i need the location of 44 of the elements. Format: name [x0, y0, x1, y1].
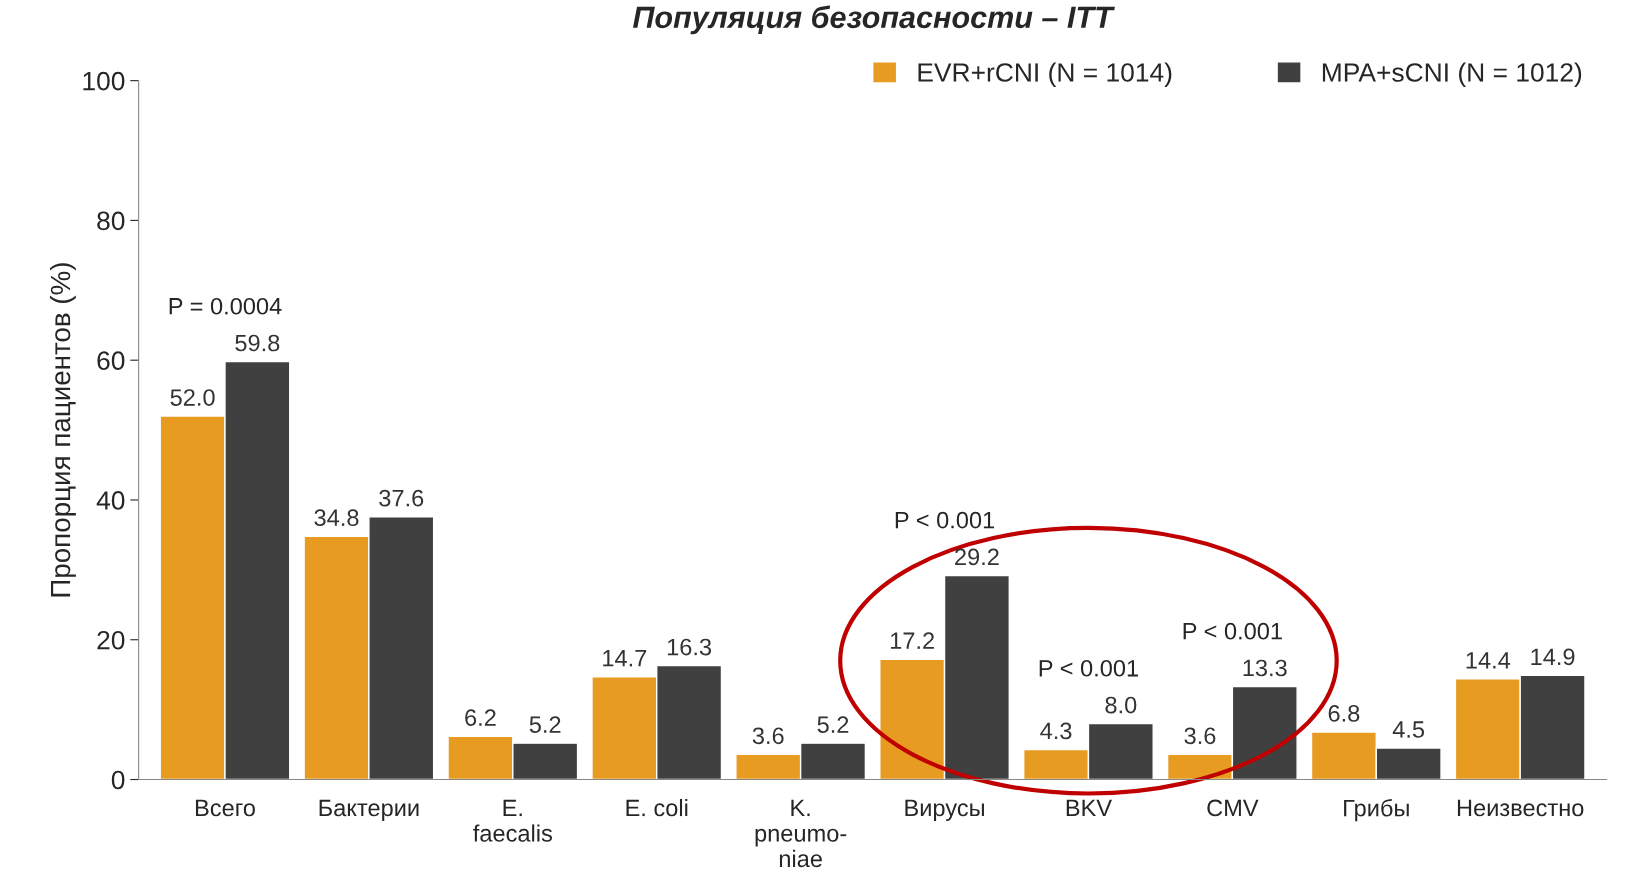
- x-tick-label: BKV: [1066, 799, 1112, 817]
- data-label: 14.4: [1466, 652, 1511, 669]
- legend-label: EVR+rCNI (N = 1014): [918, 62, 1172, 88]
- y-tick-label: 80: [97, 211, 125, 231]
- data-label: 8.0: [1105, 696, 1137, 714]
- x-tick-label: Неизвестно: [1457, 799, 1584, 817]
- data-label: 3.6: [752, 727, 784, 745]
- x-tick-label: E. faecalis: [473, 799, 552, 842]
- y-tick-label: 20: [97, 630, 125, 650]
- legend-label: MPA+sCNI (N = 1012): [1322, 62, 1582, 88]
- data-label: 14.9: [1531, 648, 1575, 666]
- y-tick-label: 40: [96, 491, 125, 510]
- annotation: P < 0.001: [1039, 659, 1138, 677]
- x-tick-label: Бактерии: [319, 799, 419, 821]
- data-label: 13.3: [1243, 659, 1287, 677]
- data-label: 34.8: [314, 509, 359, 527]
- data-label: 52.0: [170, 389, 215, 406]
- data-label: 59.8: [235, 334, 280, 352]
- data-label: 3.6: [1184, 727, 1216, 745]
- data-label: 6.8: [1328, 705, 1360, 722]
- y-axis-title: Пропорция пациентов (%): [49, 263, 76, 597]
- data-label: 14.7: [603, 650, 647, 667]
- annotation: P < 0.001: [895, 511, 995, 529]
- data-label: 16.3: [667, 638, 712, 656]
- x-tick-label: Вирусы: [905, 799, 984, 821]
- data-label: 6.2: [465, 709, 496, 726]
- x-tick-label: E. coli: [626, 798, 688, 817]
- x-tick-label: K. pneumo- niae: [755, 799, 847, 868]
- data-label: 37.6: [379, 489, 424, 507]
- x-tick-label: CMV: [1207, 799, 1259, 817]
- data-label: 4.3: [1040, 722, 1072, 740]
- annotation: P < 0.001: [1183, 622, 1282, 640]
- annotation: P = 0.0004: [169, 297, 282, 315]
- y-tick-label: 100: [83, 71, 125, 91]
- chart-title: Популяция безопасности – ITT: [632, 5, 1115, 35]
- data-label: 5.2: [817, 716, 849, 733]
- data-label: 4.5: [1392, 721, 1425, 738]
- y-tick-label: 60: [97, 351, 125, 371]
- x-tick-label: Всего: [195, 799, 255, 817]
- data-label: 17.2: [890, 632, 934, 649]
- data-label: 29.2: [955, 548, 999, 566]
- x-tick-label: Грибы: [1344, 798, 1409, 822]
- data-label: 5.2: [529, 716, 561, 733]
- y-tick-label: 0: [111, 770, 125, 790]
